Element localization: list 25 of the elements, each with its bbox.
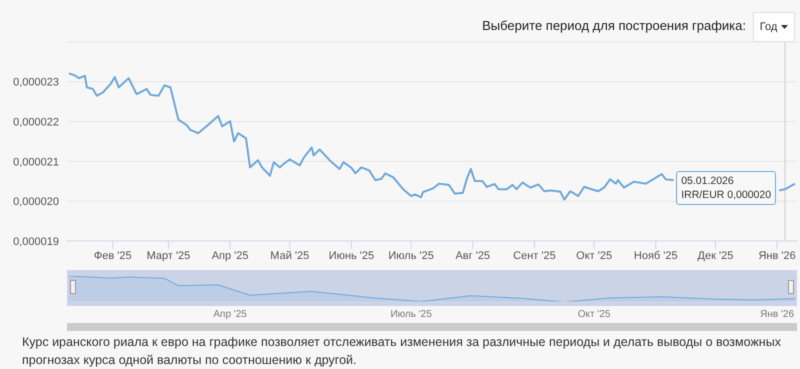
x-tick-label: Янв '26 (760, 309, 794, 320)
y-tick-label: 0,000023 (13, 76, 59, 89)
annotation: 05.01.2026 IRR/EUR 0,000020 (676, 171, 776, 206)
text: Курс иранского риала к евро на графике позволяет отслеживать изменения за различные периоды и делать выводы о возможных прогнозах курса одной валюты по соотношению к другой. (22, 334, 782, 369)
y-tick-label: 0,000022 (13, 116, 59, 129)
text: Выберите период для построения графика: (482, 18, 746, 33)
y-tick-label: 0,000019 (13, 236, 59, 248)
x-tick-label: Окт '25 (576, 250, 612, 262)
x-tick-label: Июль '25 (388, 250, 434, 262)
y-tick-label: 0,000021 (13, 156, 59, 168)
x-tick-label: Июль '25 (390, 309, 432, 320)
x-tick-label: Янв '26 (758, 250, 796, 262)
period-dropdown: Год (753, 12, 795, 42)
x-tick-label: Март '25 (146, 250, 190, 262)
x-tick-label: Фев '25 (94, 250, 132, 262)
y-tick-label: 0,000020 (13, 196, 59, 208)
x-tick-label: Апр '25 (212, 250, 249, 262)
x-tick-label: Апр '25 (213, 309, 248, 320)
x-tick-label: Нояб '25 (634, 250, 678, 262)
x-tick-label: Сент '25 (513, 250, 556, 262)
x-tick-label: Авг '25 (455, 250, 490, 262)
x-tick-label: Окт '25 (578, 309, 611, 320)
x-tick-label: Май '25 (270, 250, 310, 262)
x-tick-label: Дек '25 (698, 250, 734, 262)
x-tick-label: Июнь '25 (328, 250, 374, 262)
